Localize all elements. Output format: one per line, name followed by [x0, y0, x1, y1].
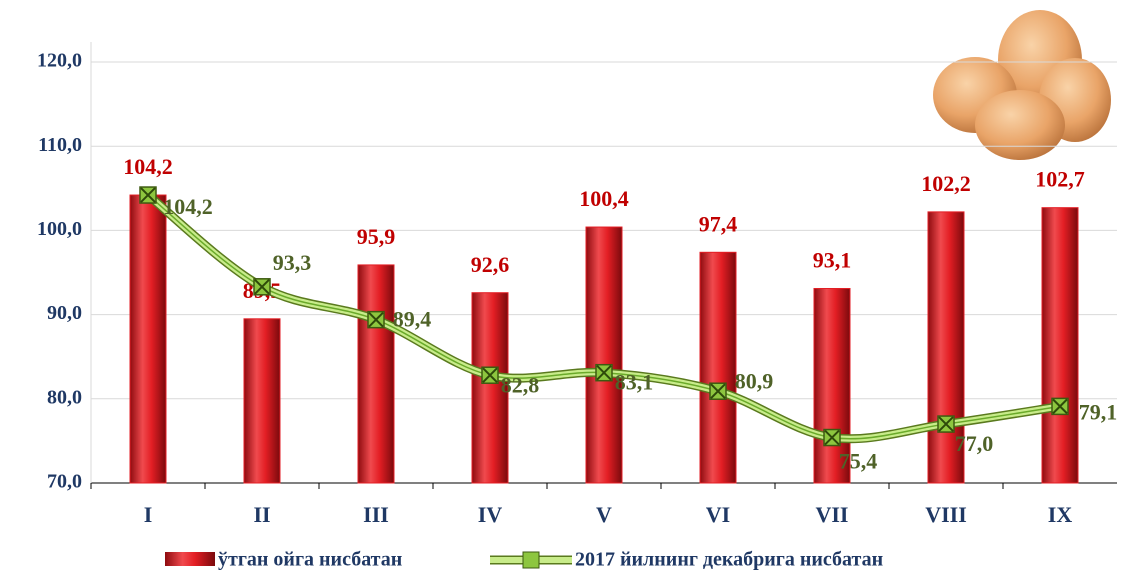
y-tick-label: 70,0: [47, 471, 82, 493]
x-tick-label: VI: [706, 502, 730, 527]
x-tick-label: VIII: [925, 502, 967, 527]
bar: [244, 319, 280, 483]
chart: 70,080,090,0100,0110,0120,0IIIIIIIVVVIVI…: [0, 0, 1137, 581]
line-value-label: 80,9: [735, 368, 774, 393]
legend-label: 2017 йилнинг декабрига нисбатан: [575, 549, 883, 571]
bar-value-label: 104,2: [123, 154, 173, 179]
y-tick-label: 120,0: [37, 50, 82, 72]
line-value-label: 77,0: [955, 431, 994, 456]
bar: [358, 265, 394, 483]
x-tick-label: IX: [1048, 502, 1073, 527]
page: {"chart_data": {"type": "combo", "catego…: [0, 0, 1137, 581]
bar: [586, 227, 622, 483]
x-tick-label: VII: [815, 502, 848, 527]
bar: [1042, 208, 1078, 483]
bar: [130, 195, 166, 483]
y-tick-label: 80,0: [47, 386, 82, 408]
bar-value-label: 93,1: [813, 248, 852, 273]
line-value-label: 83,1: [615, 370, 654, 395]
line-value-label: 93,3: [273, 250, 312, 275]
bar-value-label: 102,2: [921, 171, 971, 196]
bar-value-label: 100,4: [579, 186, 629, 211]
eggs-illustration: [933, 10, 1111, 160]
line-value-label: 89,4: [393, 307, 432, 332]
y-tick-label: 90,0: [47, 302, 82, 324]
x-tick-label: V: [596, 502, 612, 527]
y-tick-label: 100,0: [37, 218, 82, 240]
x-tick-label: I: [144, 502, 153, 527]
legend-marker: [523, 552, 539, 568]
bar-value-label: 97,4: [699, 211, 738, 236]
bar: [700, 252, 736, 483]
x-tick-label: III: [363, 502, 389, 527]
line-value-label: 79,1: [1079, 399, 1118, 424]
line-value-label: 75,4: [839, 449, 878, 474]
line-value-label: 82,8: [501, 372, 540, 397]
line-value-label: 104,2: [163, 194, 213, 219]
bar-value-label: 92,6: [471, 252, 510, 277]
y-tick-label: 110,0: [38, 134, 82, 156]
x-tick-label: II: [253, 502, 270, 527]
bar-value-label: 102,7: [1035, 167, 1085, 192]
legend-swatch: [165, 552, 215, 566]
legend-label: ўтган ойга нисбатан: [218, 549, 402, 571]
legend: ўтган ойга нисбатан 2017 йилнинг декабриг…: [165, 549, 883, 571]
x-tick-label: IV: [478, 502, 503, 527]
bar-value-label: 95,9: [357, 224, 396, 249]
